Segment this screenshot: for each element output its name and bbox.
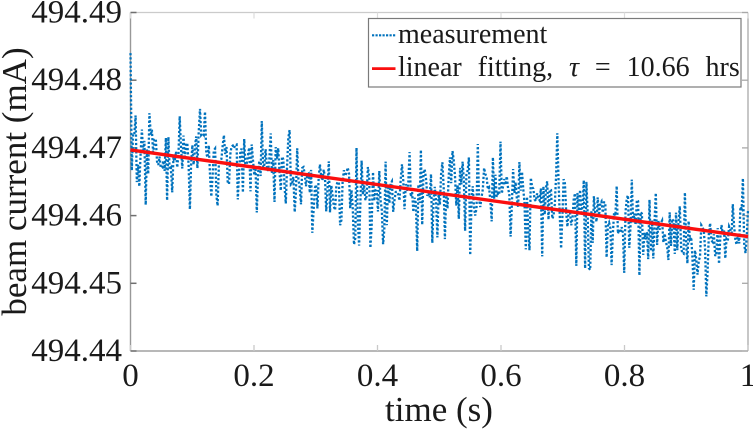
svg-text:0.2: 0.2 — [233, 358, 274, 394]
svg-text:0.4: 0.4 — [357, 358, 398, 394]
svg-text:494.45: 494.45 — [31, 265, 122, 301]
svg-text:0.8: 0.8 — [604, 358, 645, 394]
svg-text:linear fitting, τ = 10.66 hrs: linear fitting, τ = 10.66 hrs — [398, 52, 740, 83]
svg-text:time (s): time (s) — [385, 390, 493, 429]
svg-text:beam current (mA): beam current (mA) — [0, 47, 34, 315]
svg-text:494.44: 494.44 — [31, 333, 122, 369]
svg-text:measurement: measurement — [398, 19, 547, 50]
svg-text:494.46: 494.46 — [31, 198, 122, 234]
svg-text:494.49: 494.49 — [31, 0, 122, 31]
svg-text:494.47: 494.47 — [31, 130, 122, 166]
svg-text:0: 0 — [122, 358, 139, 394]
svg-text:494.48: 494.48 — [31, 62, 122, 98]
svg-text:1: 1 — [740, 358, 753, 394]
svg-text:0.6: 0.6 — [480, 358, 521, 394]
